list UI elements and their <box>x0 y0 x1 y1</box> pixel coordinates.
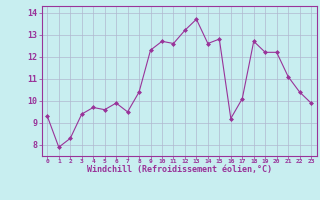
X-axis label: Windchill (Refroidissement éolien,°C): Windchill (Refroidissement éolien,°C) <box>87 165 272 174</box>
